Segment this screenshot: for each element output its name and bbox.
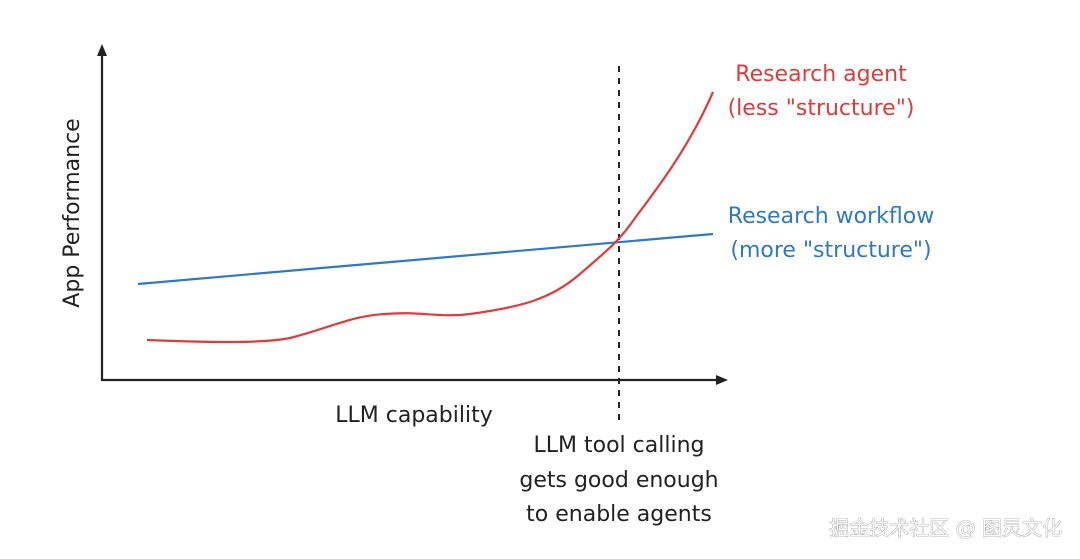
axes — [97, 44, 728, 385]
research-workflow-label-line-1: Research workflow — [728, 204, 934, 229]
research-agent-label: Research agent (less "structure") — [728, 62, 915, 121]
research-workflow-line — [137, 232, 714, 286]
y-axis-arrowhead-icon — [97, 44, 107, 56]
threshold-annotation-line-2: gets good enough — [519, 468, 718, 493]
x-axis-arrowhead-icon — [716, 375, 728, 385]
research-agent-label-line-2: (less "structure") — [728, 96, 915, 121]
threshold-annotation-line-1: LLM tool calling — [534, 433, 705, 458]
threshold-annotation: LLM tool calling gets good enough to ena… — [519, 433, 718, 527]
research-agent-label-line-1: Research agent — [735, 62, 907, 87]
watermark-text: 掘金技术社区 @ 图灵文化 — [829, 516, 1062, 540]
threshold-annotation-line-3: to enable agents — [526, 502, 712, 527]
research-workflow-label-line-2: (more "structure") — [730, 238, 931, 263]
y-axis-label: App Performance — [60, 118, 85, 307]
research-agent-curve — [146, 91, 715, 344]
x-axis-label: LLM capability — [335, 403, 492, 428]
research-workflow-label: Research workflow (more "structure") — [728, 204, 934, 263]
